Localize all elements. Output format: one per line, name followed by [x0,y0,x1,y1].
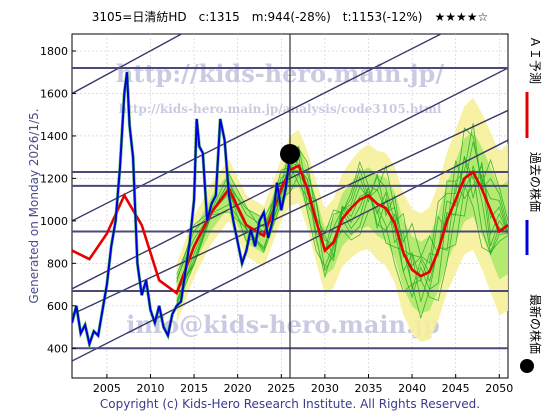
y-tick-label: 400 [47,342,68,355]
x-tick-label: 2020 [224,382,252,395]
y-tick-label: 1600 [40,87,68,100]
legend-label-ai-prediction: ＡＩ予測 [528,36,542,84]
x-tick-label: 2015 [180,382,208,395]
x-tick-label: 2025 [267,382,295,395]
x-tick-label: 2010 [136,382,164,395]
x-tick-label: 2030 [311,382,339,395]
x-tick-label: 2040 [398,382,426,395]
latest-price-dot [280,143,300,164]
y-tick-label: 1200 [40,172,68,185]
x-tick-label: 2045 [442,382,470,395]
y-tick-label: 600 [47,300,68,313]
watermark-text: http://kids-hero.main.jp/ [116,59,444,88]
y-tick-label: 1000 [40,215,68,228]
generated-date-label: Generated on Monday 2026/1/5. [27,108,41,303]
x-tick-label: 2050 [485,382,513,395]
x-tick-label: 2035 [354,382,382,395]
chart-header: 3105=日清紡HD c:1315 m:944(-28%) t:1153(-12… [92,9,488,24]
ai-prediction-line [72,163,508,296]
y-tick-label: 1800 [40,45,68,58]
watermark-text: http://kids-hero.main.jp/analysis/code31… [119,102,442,116]
y-tick-label: 800 [47,257,68,270]
legend-label-past-price: 過去の株価 [528,152,543,212]
legend-label-latest-price: 最新の株価 [528,294,543,354]
historical-price-line [72,72,291,348]
y-tick-label: 1400 [40,130,68,143]
trend-line [72,34,183,95]
prediction-scenario-line [176,123,508,275]
legend-swatch-latest-price [520,359,534,373]
x-tick-label: 2005 [93,382,121,395]
copyright-text: Copyright (c) Kids-Hero Research Institu… [100,397,480,411]
